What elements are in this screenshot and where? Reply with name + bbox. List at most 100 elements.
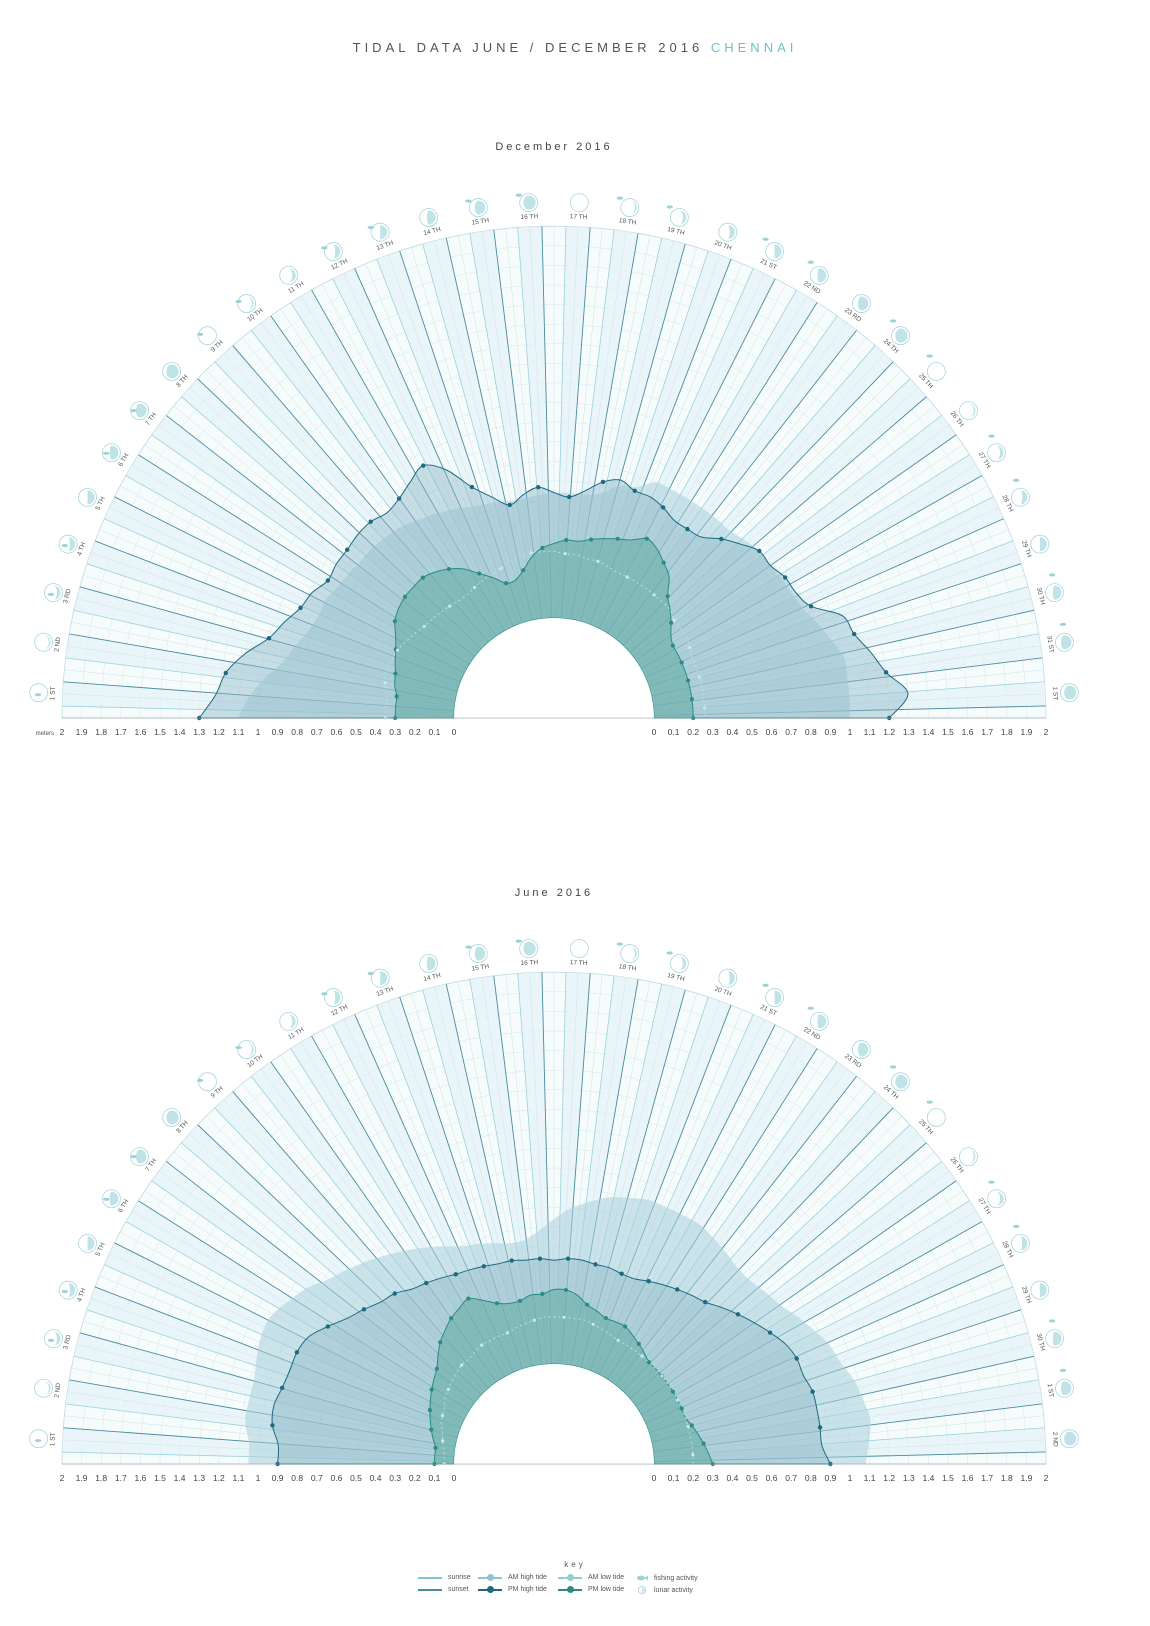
tick-label-right: 2 xyxy=(1044,1473,1049,1483)
moon-phase xyxy=(380,971,388,986)
tick-label-left: 0.4 xyxy=(370,1473,382,1483)
tick-label-left: 1.8 xyxy=(95,727,107,737)
pm-high-tide-point xyxy=(810,1389,815,1394)
moon-phase xyxy=(43,1381,51,1396)
moon-phase xyxy=(1039,1283,1047,1298)
legend-item-fishing: fishing activity xyxy=(636,1574,698,1582)
sunset-line-swatch xyxy=(418,1588,442,1591)
day-label: 20 TH xyxy=(713,240,732,253)
pm-high-tide-point xyxy=(593,1262,598,1267)
june-chart: June 2016 2 1.9 1.8 1.7 1.6 1.5 1.4 1.3 1.2 1.1 1 0.… xyxy=(29,887,1079,1483)
moon-phase xyxy=(288,268,296,283)
tick-label-right: 1.9 xyxy=(1020,727,1032,737)
day-marker xyxy=(130,401,149,421)
moon-phase xyxy=(53,585,61,600)
tick-label-left: 1.3 xyxy=(193,727,205,737)
fish-icon xyxy=(988,1180,995,1184)
am-high-swatch xyxy=(478,1573,502,1581)
fish-icon xyxy=(1012,1224,1020,1228)
pm-low-tide-point xyxy=(679,660,684,665)
tick-label-left: 1.2 xyxy=(213,727,225,737)
am-low-tide-point xyxy=(703,706,707,710)
fish-icon xyxy=(889,1065,897,1069)
moon-phase xyxy=(43,635,51,650)
am-low-tide-point xyxy=(395,648,400,652)
tick-label-left: 1 xyxy=(256,1473,261,1483)
fish-icon xyxy=(103,1197,110,1201)
tick-label-right: 1.6 xyxy=(962,727,974,737)
pm-high-tide-point xyxy=(361,1307,367,1312)
moon-phase xyxy=(166,364,179,379)
pm-high-tide-point xyxy=(660,505,666,510)
chart-title: June 2016 xyxy=(515,887,593,899)
tick-label-right: 1.5 xyxy=(942,727,954,737)
fish-icon xyxy=(1059,1368,1067,1372)
fish-icon xyxy=(889,319,897,323)
pm-low-tide-point xyxy=(394,694,399,699)
pm-high-tide-point xyxy=(279,1385,285,1391)
moon-phase xyxy=(968,1149,976,1164)
tick-label-left: 0.9 xyxy=(272,727,284,737)
pm-low-tide-point xyxy=(392,619,397,624)
fish-icon xyxy=(47,1338,55,1342)
day-marker xyxy=(235,294,257,313)
legend-title: key xyxy=(564,1560,586,1569)
day-marker xyxy=(321,988,343,1007)
pm-low-swatch xyxy=(558,1585,582,1593)
pm-low-tide-point xyxy=(615,536,620,541)
pm-high-tide-point xyxy=(646,1279,651,1284)
pm-low-tide-point xyxy=(540,1291,545,1296)
tick-label-left: 0.2 xyxy=(409,727,421,737)
pm-low-tide-point xyxy=(433,1445,438,1450)
tick-label-left: 0.2 xyxy=(409,1473,421,1483)
day-marker xyxy=(959,1147,978,1167)
fish-icon xyxy=(515,193,522,197)
day-label: 14 TH xyxy=(423,972,442,983)
pm-high-tide-point xyxy=(396,496,402,501)
tick-label-left: 0.7 xyxy=(311,727,323,737)
am-low-tide-point xyxy=(616,1338,620,1343)
pm-low-tide-point xyxy=(644,536,649,541)
tick-label-right: 1.1 xyxy=(864,1473,876,1483)
day-marker xyxy=(889,319,910,346)
tick-label-left: 0.8 xyxy=(291,727,303,737)
fish-icon xyxy=(1048,573,1056,577)
day-marker xyxy=(1030,534,1050,554)
moon-phase xyxy=(629,200,637,215)
tick-label-right: 1.4 xyxy=(922,727,934,737)
tick-label-right: 0.3 xyxy=(707,1473,719,1483)
pm-low-tide-point xyxy=(494,1301,499,1306)
tick-label-right: 1 xyxy=(848,1473,853,1483)
moon-icon xyxy=(569,193,589,213)
am-low-tide-point xyxy=(688,646,692,650)
pm-high-tide-point xyxy=(223,670,229,676)
am-low-tide-point xyxy=(472,585,477,589)
day-marker xyxy=(102,443,121,463)
fish-icon xyxy=(1048,1319,1056,1323)
day-marker xyxy=(102,1189,121,1209)
day-marker xyxy=(1011,478,1030,507)
tick-label-left: 1.1 xyxy=(232,727,244,737)
moon-phase xyxy=(774,244,782,259)
pm-low-tide-point xyxy=(701,1441,706,1446)
tick-label-right: 0.2 xyxy=(687,727,699,737)
day-marker xyxy=(889,1065,910,1092)
am-low-swatch xyxy=(558,1573,582,1581)
moon-phase xyxy=(53,1331,61,1346)
legend-label: PM high tide xyxy=(508,1586,547,1593)
day-marker xyxy=(279,1012,299,1031)
day-marker xyxy=(616,196,640,217)
pm-low-tide-point xyxy=(434,1366,439,1371)
tick-label-left: 1.9 xyxy=(76,727,88,737)
tick-label-right: 0.1 xyxy=(668,1473,680,1483)
day-marker xyxy=(851,294,871,313)
pm-high-tide-point xyxy=(536,485,541,490)
fish-icon xyxy=(130,1155,137,1159)
day-marker xyxy=(569,193,589,213)
day-marker xyxy=(279,266,299,285)
day-marker xyxy=(465,198,488,217)
moon-phase xyxy=(1060,635,1072,650)
moon-phase xyxy=(1060,1381,1072,1396)
day-label: 19 TH xyxy=(666,972,685,983)
day-marker xyxy=(718,222,738,242)
